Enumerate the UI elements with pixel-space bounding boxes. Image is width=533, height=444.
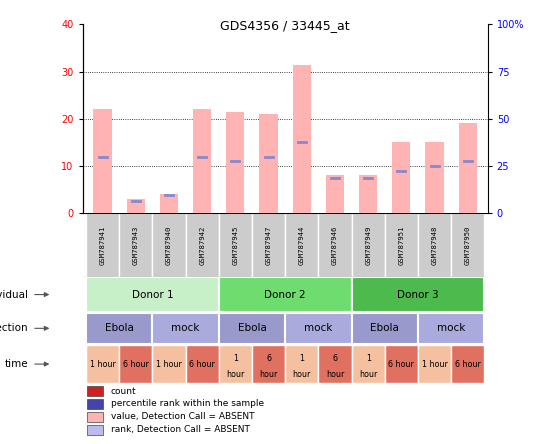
Text: 6: 6 (266, 353, 271, 363)
Bar (219, 345, 252, 383)
Bar (252, 213, 285, 277)
Text: GSM787940: GSM787940 (166, 225, 172, 265)
Bar (352, 345, 385, 383)
Text: GSM787948: GSM787948 (432, 225, 438, 265)
Bar (352, 278, 484, 312)
Bar (160, 194, 178, 213)
Text: GSM787951: GSM787951 (398, 225, 405, 265)
Bar (86, 345, 119, 383)
Bar (87, 424, 103, 435)
Bar (418, 345, 451, 383)
Bar (392, 143, 410, 213)
Bar (418, 213, 451, 277)
Text: Ebola: Ebola (370, 323, 399, 333)
Text: Donor 1: Donor 1 (132, 289, 173, 300)
Text: GSM787944: GSM787944 (299, 225, 305, 265)
Text: mock: mock (304, 323, 333, 333)
Text: 6: 6 (333, 353, 337, 363)
Text: hour: hour (260, 369, 278, 379)
Bar (318, 213, 352, 277)
Bar (293, 64, 311, 213)
Text: hour: hour (359, 369, 377, 379)
Text: 1: 1 (299, 353, 304, 363)
Bar (152, 313, 219, 344)
Text: GSM787947: GSM787947 (265, 225, 271, 265)
Text: hour: hour (326, 369, 344, 379)
Text: 6 hour: 6 hour (189, 360, 215, 369)
Text: Donor 2: Donor 2 (264, 289, 306, 300)
Text: 1 hour: 1 hour (156, 360, 182, 369)
Bar (252, 345, 285, 383)
Text: value, Detection Call = ABSENT: value, Detection Call = ABSENT (111, 412, 254, 421)
Bar (127, 199, 145, 213)
Bar (87, 386, 103, 396)
Text: 1 hour: 1 hour (90, 360, 116, 369)
Text: 1: 1 (366, 353, 370, 363)
Bar (285, 213, 318, 277)
Bar (385, 213, 418, 277)
Bar (260, 114, 278, 213)
Text: Donor 3: Donor 3 (397, 289, 439, 300)
Bar (219, 213, 252, 277)
Text: GSM787941: GSM787941 (100, 225, 106, 265)
Bar (119, 213, 152, 277)
Bar (219, 278, 352, 312)
Bar (219, 313, 285, 344)
Bar (185, 345, 219, 383)
Text: GSM787943: GSM787943 (133, 225, 139, 265)
Text: GDS4356 / 33445_at: GDS4356 / 33445_at (220, 19, 350, 32)
Text: rank, Detection Call = ABSENT: rank, Detection Call = ABSENT (111, 425, 250, 434)
Text: 1: 1 (233, 353, 238, 363)
Bar (87, 412, 103, 422)
Text: individual: individual (0, 289, 28, 300)
Bar (185, 213, 219, 277)
Bar (451, 345, 484, 383)
Bar (87, 399, 103, 409)
Bar (326, 175, 344, 213)
Text: 6 hour: 6 hour (389, 360, 414, 369)
Bar (152, 213, 185, 277)
Text: 1 hour: 1 hour (422, 360, 448, 369)
Bar (451, 213, 484, 277)
Text: mock: mock (437, 323, 465, 333)
Bar (193, 109, 211, 213)
Text: mock: mock (171, 323, 200, 333)
Bar (352, 213, 385, 277)
Bar (318, 345, 352, 383)
Bar (285, 313, 352, 344)
Bar (93, 109, 112, 213)
Bar (86, 278, 219, 312)
Text: GSM787950: GSM787950 (465, 225, 471, 265)
Text: hour: hour (293, 369, 311, 379)
Text: percentile rank within the sample: percentile rank within the sample (111, 400, 264, 408)
Bar (385, 345, 418, 383)
Text: Ebola: Ebola (238, 323, 266, 333)
Bar (352, 313, 418, 344)
Bar (119, 345, 152, 383)
Text: 6 hour: 6 hour (455, 360, 481, 369)
Bar (86, 313, 152, 344)
Bar (425, 143, 443, 213)
Bar (418, 313, 484, 344)
Text: infection: infection (0, 323, 28, 333)
Bar (226, 112, 245, 213)
Bar (152, 345, 185, 383)
Text: time: time (4, 359, 28, 369)
Text: GSM787942: GSM787942 (199, 225, 205, 265)
Text: Ebola: Ebola (104, 323, 134, 333)
Bar (86, 213, 119, 277)
Bar (285, 345, 318, 383)
Text: GSM787949: GSM787949 (365, 225, 371, 265)
Text: hour: hour (226, 369, 245, 379)
Bar (458, 123, 477, 213)
Text: count: count (111, 387, 136, 396)
Text: GSM787946: GSM787946 (332, 225, 338, 265)
Text: GSM787945: GSM787945 (232, 225, 238, 265)
Bar (359, 175, 377, 213)
Text: 6 hour: 6 hour (123, 360, 149, 369)
